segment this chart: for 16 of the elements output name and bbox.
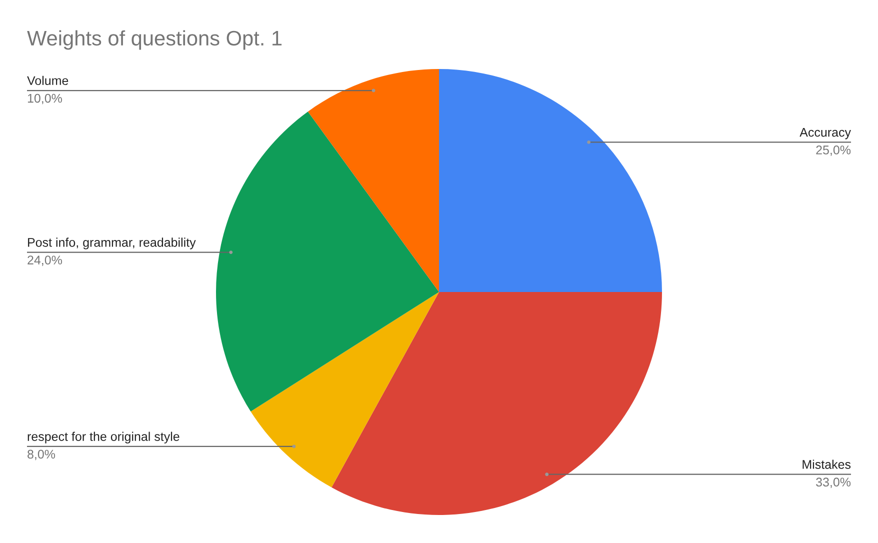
chart-title: Weights of questions Opt. 1 (27, 30, 282, 50)
data-label: 8,0% (28, 450, 56, 460)
data-label: 24,0% (28, 256, 62, 266)
slice-label: Post info, grammar, readability (28, 238, 196, 250)
data-label: 10,0% (28, 94, 62, 104)
pie-slice (308, 69, 439, 292)
slice-label: Accuracy (800, 128, 851, 140)
slice-label: Mistakes (802, 460, 851, 469)
slice-label: Volume (27, 76, 68, 86)
pie-slice (332, 292, 662, 515)
pie-slice (250, 292, 439, 488)
data-label: 33,0% (816, 478, 851, 488)
pie-slice (216, 112, 439, 412)
pie-slice (439, 69, 662, 292)
slice-label: respect for the original style (28, 432, 180, 444)
data-label: 25,0% (816, 146, 851, 156)
